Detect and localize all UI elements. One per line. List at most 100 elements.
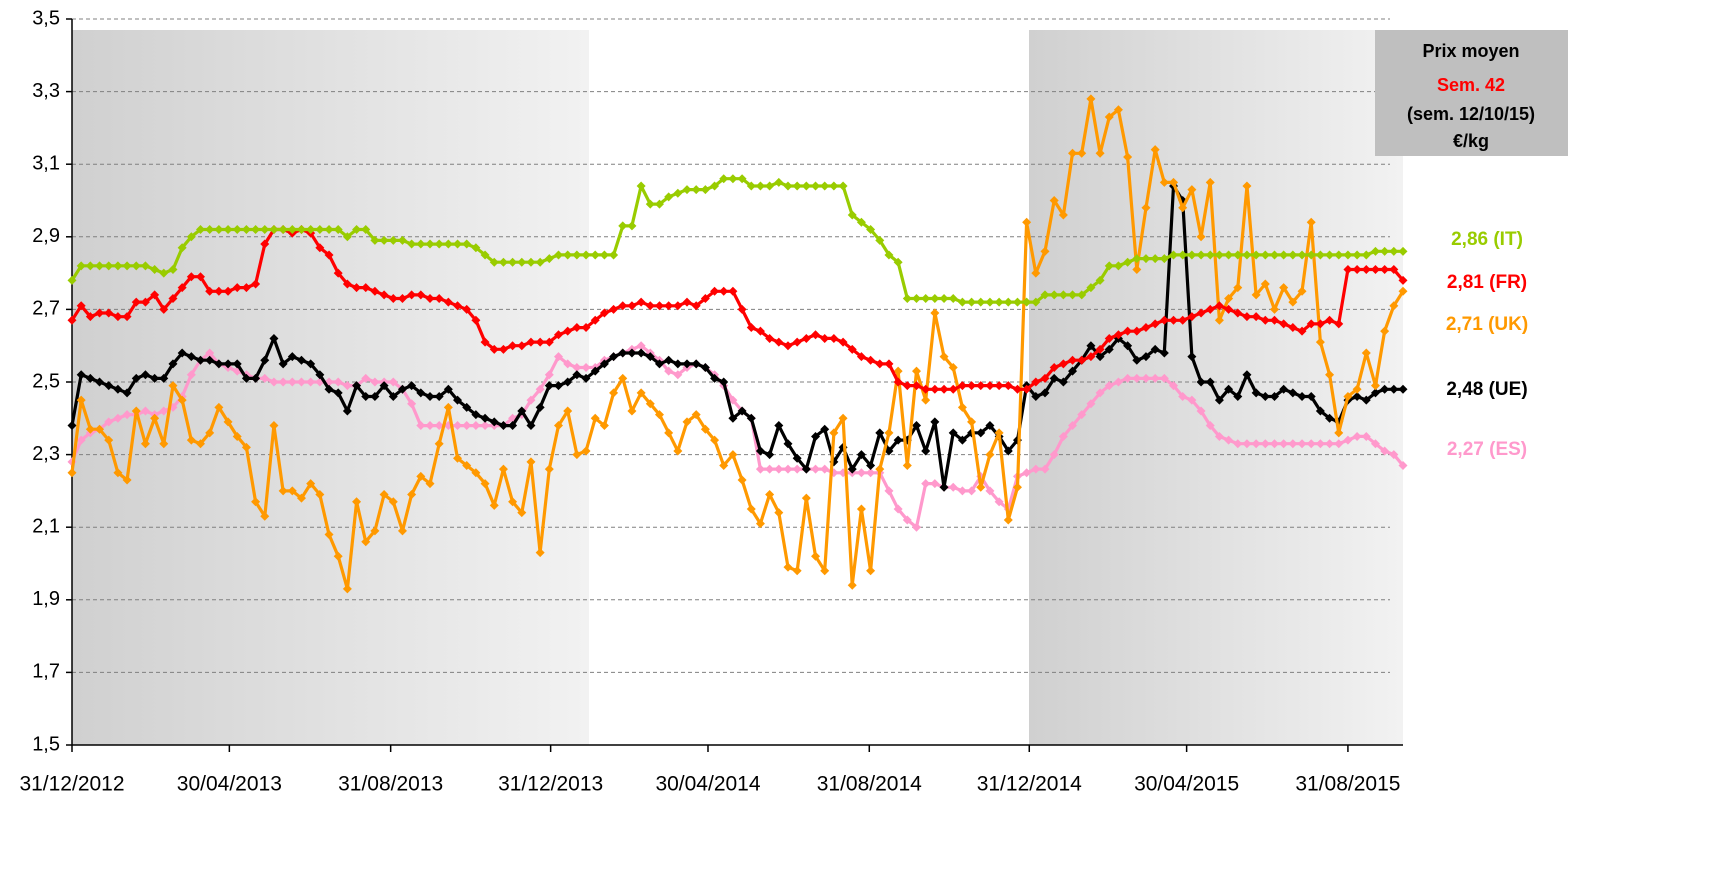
marker — [1178, 315, 1188, 325]
marker — [471, 421, 481, 431]
marker — [737, 304, 747, 314]
marker — [572, 250, 582, 260]
marker — [1325, 413, 1335, 423]
marker — [342, 406, 352, 416]
marker — [407, 399, 417, 409]
marker — [801, 464, 811, 474]
marker — [1086, 399, 1096, 409]
x-tick-label: 31/08/2013 — [338, 773, 443, 796]
marker — [618, 373, 628, 383]
marker — [443, 239, 453, 249]
marker — [379, 290, 389, 300]
marker — [498, 464, 508, 474]
marker — [140, 297, 150, 307]
marker — [948, 428, 958, 438]
marker — [388, 235, 398, 245]
marker — [1343, 435, 1353, 445]
marker — [471, 315, 481, 325]
marker — [1251, 290, 1261, 300]
marker — [122, 475, 132, 485]
marker — [957, 402, 967, 412]
marker — [939, 384, 949, 394]
marker — [269, 377, 279, 387]
marker — [985, 486, 995, 496]
marker — [976, 381, 986, 391]
marker — [1123, 152, 1133, 162]
marker — [205, 428, 215, 438]
marker — [599, 250, 609, 260]
marker — [544, 254, 554, 264]
marker — [1049, 362, 1059, 372]
marker — [1214, 315, 1224, 325]
marker — [397, 235, 407, 245]
marker — [471, 410, 481, 420]
marker — [636, 348, 646, 358]
marker — [1150, 254, 1160, 264]
marker — [746, 323, 756, 333]
marker — [1398, 460, 1408, 470]
marker — [866, 355, 876, 365]
marker — [1159, 315, 1169, 325]
marker — [1343, 264, 1353, 274]
marker — [544, 464, 554, 474]
marker — [159, 373, 169, 383]
marker — [1104, 381, 1114, 391]
marker — [241, 373, 251, 383]
marker — [1389, 246, 1399, 256]
marker — [755, 446, 765, 456]
marker — [1233, 283, 1243, 293]
marker — [489, 257, 499, 267]
marker — [710, 435, 720, 445]
marker — [719, 286, 729, 296]
marker — [223, 359, 233, 369]
marker — [214, 225, 224, 235]
marker — [333, 377, 343, 387]
marker — [269, 225, 279, 235]
marker — [113, 384, 123, 394]
marker — [1178, 250, 1188, 260]
marker — [498, 344, 508, 354]
marker — [728, 286, 738, 296]
marker — [241, 225, 251, 235]
marker — [223, 225, 233, 235]
marker — [1003, 381, 1013, 391]
marker — [260, 373, 270, 383]
marker — [554, 381, 564, 391]
marker — [1022, 468, 1032, 478]
marker — [260, 239, 270, 249]
info-week: Sem. 42 — [1437, 75, 1505, 95]
marker — [866, 468, 876, 478]
marker — [480, 337, 490, 347]
marker — [104, 308, 114, 318]
marker — [186, 370, 196, 380]
marker — [875, 235, 885, 245]
marker — [1095, 388, 1105, 398]
marker — [526, 395, 536, 405]
series — [67, 341, 1408, 532]
marker — [370, 526, 380, 536]
marker — [866, 225, 876, 235]
x-tick-label: 31/08/2014 — [817, 773, 922, 796]
marker — [1095, 344, 1105, 354]
marker — [755, 181, 765, 191]
marker — [737, 475, 747, 485]
marker — [921, 395, 931, 405]
marker — [1269, 315, 1279, 325]
marker — [599, 308, 609, 318]
marker — [113, 413, 123, 423]
marker — [1068, 355, 1078, 365]
marker — [1269, 392, 1279, 402]
marker — [1380, 246, 1390, 256]
marker — [856, 217, 866, 227]
marker — [480, 421, 490, 431]
marker — [719, 377, 729, 387]
marker — [1196, 406, 1206, 416]
marker — [352, 497, 362, 507]
marker — [948, 294, 958, 304]
marker — [140, 439, 150, 449]
marker — [1370, 264, 1380, 274]
marker — [1141, 203, 1151, 213]
marker — [1269, 304, 1279, 314]
marker — [673, 359, 683, 369]
